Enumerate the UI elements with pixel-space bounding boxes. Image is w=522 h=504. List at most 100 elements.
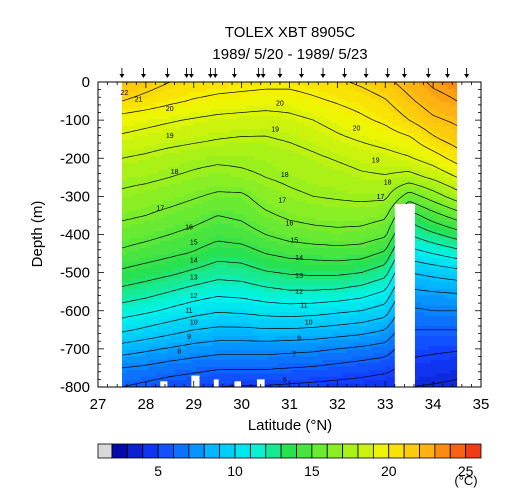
colorbar-swatch (388, 443, 405, 459)
colorbar-swatch (342, 443, 359, 459)
colorbar-swatch (449, 443, 467, 459)
station-marker-head (119, 74, 125, 78)
chart-subtitle: 1989/ 5/20 - 1989/ 5/23 (212, 46, 367, 63)
colorbar-tick-label: 10 (227, 463, 243, 479)
colorbar-swatch (326, 443, 344, 459)
contour-label: 15 (290, 238, 298, 245)
station-marker-head (320, 74, 326, 78)
contour-label: 11 (300, 303, 307, 310)
contour-18 (121, 135, 458, 191)
temperature-field (121, 82, 458, 387)
station-marker-head (444, 74, 450, 78)
x-tick-label: 28 (138, 396, 155, 413)
missing-data-notch (234, 381, 242, 388)
colorbar-swatch (403, 443, 420, 459)
contour-label: 17 (156, 205, 164, 212)
contour-label: 13 (295, 273, 303, 280)
y-tick-label: -200 (60, 150, 90, 167)
colorbar-swatch (280, 443, 297, 459)
contour-label: 7 (292, 351, 296, 358)
station-marker-head (255, 74, 261, 78)
x-tick-label: 35 (473, 396, 490, 413)
y-tick-label: -800 (60, 379, 90, 396)
station-marker-head (277, 74, 283, 78)
colorbar-swatch (126, 443, 144, 459)
contour-label: 19 (372, 158, 380, 165)
station-marker-head (298, 74, 304, 78)
station-marker-head (401, 74, 407, 78)
ticks (97, 81, 482, 388)
colorbar-swatch (465, 443, 482, 459)
contour-label: 12 (190, 293, 198, 300)
contour-label: 15 (190, 240, 198, 247)
station-marker-head (231, 74, 237, 78)
x-tick-label: 32 (329, 396, 346, 413)
colorbar-tick-label: 5 (154, 463, 162, 479)
contour-label: 21 (135, 97, 143, 104)
contour-label: 18 (171, 169, 179, 176)
colorbar-swatch (419, 443, 436, 459)
station-marker-head (425, 74, 431, 78)
contour-16 (121, 191, 458, 228)
x-tick-label: 33 (377, 396, 394, 413)
contour-label: 6 (283, 377, 287, 384)
contour-label: 14 (190, 258, 198, 265)
section-plot: 22 21 20 20 20 19 19 19 18 18 18 17 17 17 16 16 15 15 14 14… (120, 82, 458, 388)
y-tick-label: 0 (82, 74, 90, 91)
colorbar-swatch (434, 443, 451, 459)
colorbar-swatch (142, 443, 159, 459)
colorbar-tick-label: 20 (381, 463, 397, 479)
station-marker-head (260, 74, 266, 78)
colorbar-swatch (173, 443, 190, 459)
contour-label: 8 (177, 348, 181, 355)
x-tick-label: 34 (425, 396, 442, 413)
station-marker-head (363, 74, 369, 78)
contour-label: 10 (305, 320, 313, 327)
contour-17 (121, 164, 458, 203)
contour-label: 14 (295, 255, 303, 262)
contour-label: 10 (190, 320, 198, 327)
contour-label: 16 (185, 224, 193, 231)
colorbar-swatch (311, 443, 328, 459)
contour-label: 9 (187, 334, 191, 341)
contour-20 (121, 88, 458, 165)
y-tick-label: -100 (60, 112, 90, 129)
missing-data-notch (160, 381, 168, 388)
contour-label: 9 (297, 336, 301, 343)
contour-label: 20 (166, 106, 174, 113)
contour-21 (121, 82, 458, 149)
colorbar-swatch (111, 443, 128, 459)
x-tick-label: 27 (90, 396, 107, 413)
contour-label: 19 (166, 133, 174, 140)
missing-data (160, 204, 415, 388)
contour-label: 18 (384, 179, 392, 186)
station-marker-head (184, 74, 190, 78)
contour-label: 17 (377, 194, 385, 201)
colorbar-unit: (°C) (454, 473, 477, 488)
chart-title: TOLEX XBT 8905C (225, 24, 356, 41)
contour-22 (393, 82, 458, 126)
colorbar-swatch (234, 443, 251, 459)
contour-labels: 22 21 20 20 20 19 19 19 18 18 18 17 17 17 16 16 15 15 14 14… (120, 90, 391, 384)
colorbar-swatch (219, 443, 236, 459)
colorbar-swatch (203, 443, 221, 459)
y-tick-label: -300 (60, 188, 90, 205)
station-marker-head (140, 74, 146, 78)
colorbar-swatch (188, 443, 205, 459)
contour-label: 13 (190, 275, 198, 282)
y-tick-label: -700 (60, 341, 90, 358)
y-axis-label: Depth (m) (29, 201, 46, 268)
colorbar-missing-swatch (97, 443, 113, 459)
missing-data-notch (191, 375, 200, 388)
missing-data-gap (394, 204, 415, 388)
contour-label: 20 (353, 125, 361, 132)
x-tick-label: 31 (281, 396, 298, 413)
contour-label: 12 (295, 289, 303, 296)
contour-label: 22 (120, 90, 128, 97)
x-axis-label: Latitude (°N) (248, 417, 332, 434)
station-marker-head (342, 74, 348, 78)
colorbar-tick-label: 25 (458, 463, 474, 479)
plot-axes: 27 28 29 30 31 32 33 34 35 0 -100 -200 -300 -400 -500 -… (60, 68, 489, 413)
station-marker-head (188, 74, 194, 78)
